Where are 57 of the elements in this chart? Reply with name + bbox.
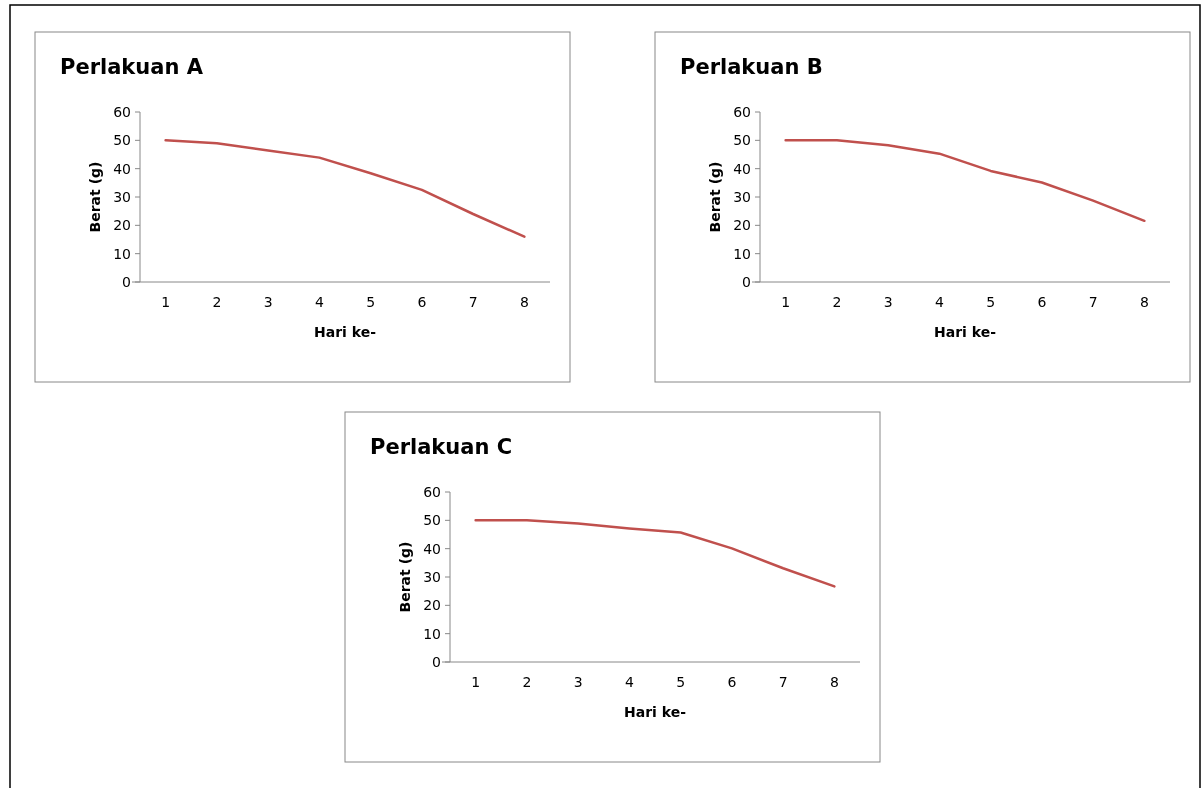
x-tick-label: 1 [781, 294, 791, 310]
x-tick-label: 6 [417, 294, 427, 310]
x-tick-label: 3 [263, 294, 273, 310]
y-tick-label: 0 [122, 273, 131, 290]
x-tick-label: 1 [471, 674, 481, 690]
x-tick-label: 6 [727, 674, 737, 690]
y-tick-label: 20 [113, 217, 131, 234]
x-tick-label: 8 [829, 674, 839, 690]
y-tick-label: 10 [113, 245, 131, 262]
y-tick-label: 10 [423, 625, 441, 642]
x-tick-label: 7 [778, 674, 788, 690]
x-tick-label: 3 [573, 674, 583, 690]
x-axis-title: Hari ke- [314, 324, 377, 340]
x-axis-title: Hari ke- [624, 704, 687, 720]
y-tick-label: 30 [113, 188, 131, 205]
y-tick-label: 40 [733, 160, 751, 177]
x-tick-label: 4 [314, 294, 324, 310]
chart-title: Perlakuan B [680, 55, 823, 79]
x-tick-label: 5 [676, 674, 686, 690]
y-tick-label: 20 [733, 217, 751, 234]
x-tick-label: 3 [883, 294, 893, 310]
x-tick-label: 6 [1037, 294, 1047, 310]
y-axis-title: Berat (g) [707, 161, 723, 233]
x-tick-label: 2 [212, 294, 222, 310]
y-tick-label: 0 [432, 653, 441, 670]
x-tick-label: 5 [986, 294, 996, 310]
x-tick-label: 8 [1139, 294, 1149, 310]
x-tick-label: 1 [161, 294, 171, 310]
y-tick-label: 60 [733, 103, 751, 120]
chart-title: Perlakuan A [60, 55, 204, 79]
x-tick-label: 5 [366, 294, 376, 310]
y-tick-label: 60 [113, 103, 131, 120]
x-tick-label: 7 [468, 294, 478, 310]
x-tick-label: 4 [934, 294, 944, 310]
y-tick-label: 50 [113, 132, 131, 149]
x-tick-label: 8 [519, 294, 529, 310]
y-tick-label: 50 [423, 512, 441, 529]
x-tick-label: 2 [832, 294, 842, 310]
y-tick-label: 30 [733, 188, 751, 205]
y-axis-title: Berat (g) [87, 161, 103, 233]
y-axis-title: Berat (g) [397, 541, 413, 613]
y-tick-label: 50 [733, 132, 751, 149]
y-tick-label: 60 [423, 483, 441, 500]
line-series [164, 139, 526, 238]
chart-title: Perlakuan C [370, 435, 513, 459]
y-tick-label: 30 [423, 568, 441, 585]
y-tick-label: 20 [423, 597, 441, 614]
line-series [784, 139, 1146, 223]
y-tick-label: 40 [423, 540, 441, 557]
y-tick-label: 40 [113, 160, 131, 177]
line-series [474, 519, 836, 588]
x-tick-label: 4 [624, 674, 634, 690]
x-tick-label: 7 [1088, 294, 1098, 310]
x-axis-title: Hari ke- [934, 324, 997, 340]
x-tick-label: 2 [522, 674, 532, 690]
y-tick-label: 10 [733, 245, 751, 262]
y-tick-label: 0 [742, 273, 751, 290]
